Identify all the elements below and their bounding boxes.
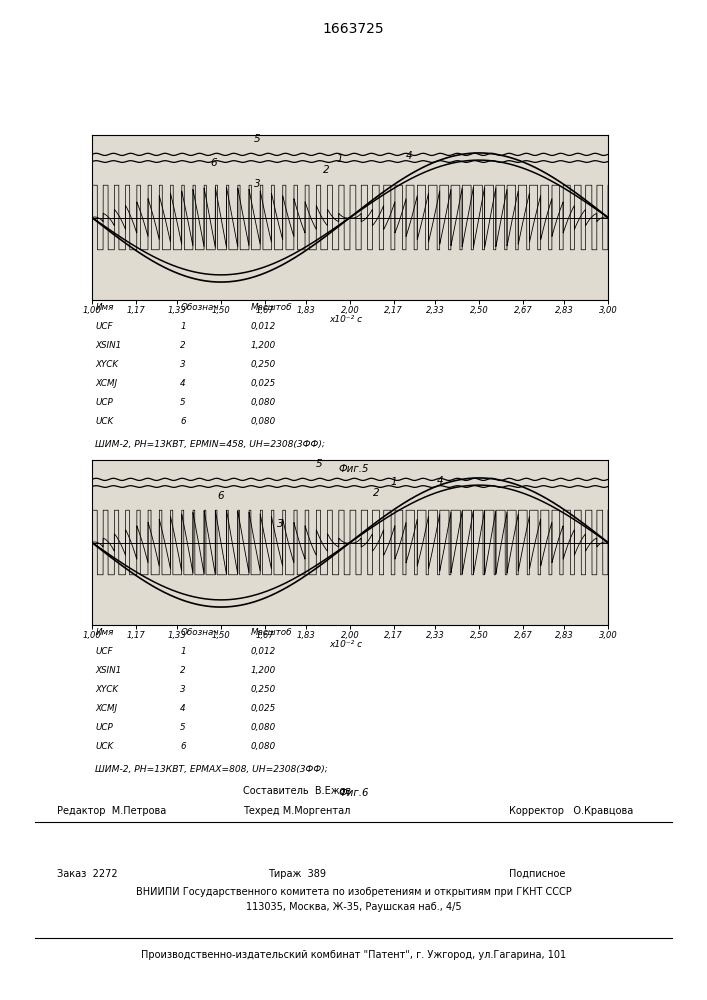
Text: 1,200: 1,200 xyxy=(251,341,276,350)
Text: 5: 5 xyxy=(180,723,186,732)
Text: 4: 4 xyxy=(406,151,413,161)
Text: 6: 6 xyxy=(180,417,186,426)
Text: ШИМ-2, РН=13КВТ, ЕРМАХ=808, UН=2308(3ФФ);: ШИМ-2, РН=13КВТ, ЕРМАХ=808, UН=2308(3ФФ)… xyxy=(95,765,328,774)
Text: 113035, Москва, Ж-35, Раушская наб., 4/5: 113035, Москва, Ж-35, Раушская наб., 4/5 xyxy=(246,902,461,912)
Text: 0,080: 0,080 xyxy=(251,723,276,732)
Text: x10⁻² c: x10⁻² c xyxy=(329,640,363,649)
Text: 0,012: 0,012 xyxy=(251,647,276,656)
Text: 6: 6 xyxy=(218,491,224,501)
Text: XSIN1: XSIN1 xyxy=(95,341,122,350)
Text: 0,025: 0,025 xyxy=(251,379,276,388)
Text: Обознач.: Обознач. xyxy=(180,303,221,312)
Text: 6: 6 xyxy=(180,742,186,751)
Text: 1: 1 xyxy=(180,322,186,331)
Text: 5: 5 xyxy=(254,134,260,144)
Text: Имя: Имя xyxy=(95,628,114,637)
Text: XCMJ: XCMJ xyxy=(95,704,117,713)
Text: 3: 3 xyxy=(180,360,186,369)
Text: Обознач.: Обознач. xyxy=(180,628,221,637)
Text: 5: 5 xyxy=(316,459,322,469)
Text: Корректор   О.Кравцова: Корректор О.Кравцова xyxy=(509,806,633,816)
Text: 3: 3 xyxy=(180,685,186,694)
Text: Техред М.Моргентал: Техред М.Моргентал xyxy=(243,806,351,816)
Text: XYCK: XYCK xyxy=(95,685,119,694)
Text: Редактор  М.Петрова: Редактор М.Петрова xyxy=(57,806,166,816)
Text: 3: 3 xyxy=(254,179,260,189)
Text: Производственно-издательский комбинат "Патент", г. Ужгород, ул.Гагарина, 101: Производственно-издательский комбинат "П… xyxy=(141,950,566,960)
Text: 1: 1 xyxy=(390,477,397,487)
Text: XSIN1: XSIN1 xyxy=(95,666,122,675)
Text: Подписное: Подписное xyxy=(509,869,566,879)
Text: XCMJ: XCMJ xyxy=(95,379,117,388)
Text: 0,012: 0,012 xyxy=(251,322,276,331)
Text: 5: 5 xyxy=(180,398,186,407)
Text: 3: 3 xyxy=(277,519,284,529)
Text: Масштоб: Масштоб xyxy=(251,303,293,312)
Text: Заказ  2272: Заказ 2272 xyxy=(57,869,117,879)
Text: 0,080: 0,080 xyxy=(251,398,276,407)
Text: 0,250: 0,250 xyxy=(251,360,276,369)
Text: Фиг.6: Фиг.6 xyxy=(338,788,369,798)
Text: 2: 2 xyxy=(373,488,379,498)
Text: 0,080: 0,080 xyxy=(251,417,276,426)
Text: 4: 4 xyxy=(180,379,186,388)
Text: 1,200: 1,200 xyxy=(251,666,276,675)
Text: Имя: Имя xyxy=(95,303,114,312)
Text: Тираж  389: Тираж 389 xyxy=(268,869,326,879)
Text: ВНИИПИ Государственного комитета по изобретениям и открытиям при ГКНТ СССР: ВНИИПИ Государственного комитета по изоб… xyxy=(136,887,571,897)
Text: UCF: UCF xyxy=(95,647,113,656)
Text: 0,080: 0,080 xyxy=(251,742,276,751)
Text: 0,250: 0,250 xyxy=(251,685,276,694)
Text: 1: 1 xyxy=(337,154,343,164)
Text: x10⁻² c: x10⁻² c xyxy=(329,315,363,324)
Text: 6: 6 xyxy=(210,158,216,168)
Text: 0,025: 0,025 xyxy=(251,704,276,713)
Text: 4: 4 xyxy=(180,704,186,713)
Text: 2: 2 xyxy=(323,165,330,175)
Text: UCP: UCP xyxy=(95,398,113,407)
Text: ШИМ-2, РН=13КВТ, ЕРМIN=458, UН=2308(3ФФ);: ШИМ-2, РН=13КВТ, ЕРМIN=458, UН=2308(3ФФ)… xyxy=(95,440,325,449)
Text: Составитель  В.Ежов: Составитель В.Ежов xyxy=(243,786,351,796)
Text: 4: 4 xyxy=(437,476,443,486)
Text: Фиг.5: Фиг.5 xyxy=(338,464,369,474)
Text: Масштоб: Масштоб xyxy=(251,628,293,637)
Text: 1: 1 xyxy=(180,647,186,656)
Text: 1663725: 1663725 xyxy=(322,22,385,36)
Text: 2: 2 xyxy=(180,341,186,350)
Text: UCF: UCF xyxy=(95,322,113,331)
Text: 2: 2 xyxy=(180,666,186,675)
Text: XYCK: XYCK xyxy=(95,360,119,369)
Text: UCP: UCP xyxy=(95,723,113,732)
Text: UCK: UCK xyxy=(95,417,114,426)
Text: UCK: UCK xyxy=(95,742,114,751)
